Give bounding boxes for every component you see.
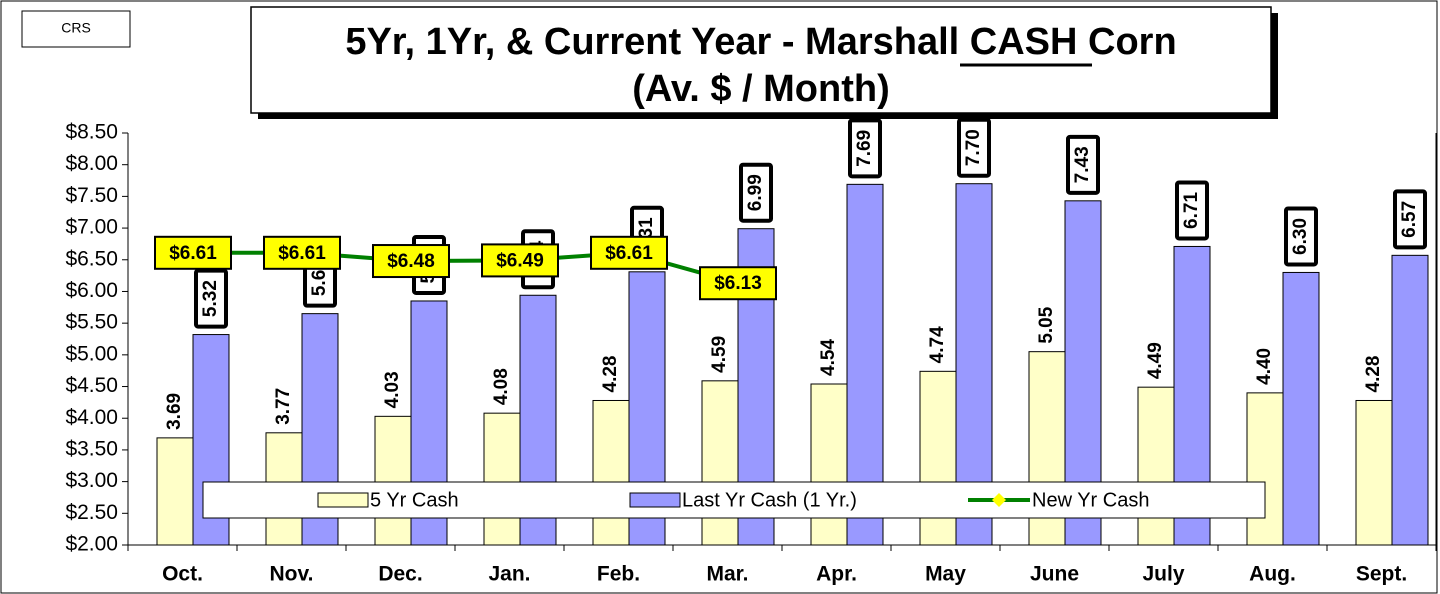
value-label: 4.28 (1363, 355, 1384, 392)
legend-box (202, 481, 1266, 519)
value-label-box (699, 266, 777, 301)
y-tick-label: $4.00 (65, 406, 118, 429)
x-tick-label: June (1030, 563, 1079, 586)
value-label-box (263, 235, 341, 270)
value-label: $6.61 (169, 243, 217, 264)
value-label: 4.08 (491, 368, 512, 405)
bar (810, 383, 848, 546)
x-tick-label: Oct. (162, 563, 203, 586)
legend-marker (992, 493, 1006, 507)
y-tick-label: $2.00 (65, 533, 118, 556)
y-tick-label: $6.00 (65, 279, 118, 302)
value-label: 4.40 (1254, 348, 1275, 385)
badge-box (21, 10, 131, 48)
legend-label: 5 Yr Cash (370, 489, 459, 511)
bar (483, 412, 521, 546)
value-label: 4.03 (382, 371, 403, 408)
bar (1282, 271, 1320, 546)
x-tick-label: May (925, 563, 966, 586)
bar (374, 415, 412, 546)
value-label-box (848, 118, 882, 179)
bar (1355, 399, 1393, 546)
y-tick-label: $8.50 (65, 121, 118, 144)
value-label-box (590, 235, 668, 270)
x-tick-label: Sept. (1356, 563, 1407, 586)
value-label-box (1284, 206, 1318, 267)
bar (592, 399, 630, 546)
value-label: 7.70 (963, 129, 984, 166)
x-tick-label: Aug. (1249, 563, 1296, 586)
value-label-box (194, 268, 228, 329)
bar (1246, 392, 1284, 546)
value-label: $6.48 (387, 251, 435, 272)
x-tick-label: Apr. (816, 563, 857, 586)
value-label: 4.49 (1145, 342, 1166, 379)
bar (1391, 254, 1429, 546)
bar (919, 370, 957, 546)
chart-title: 5Yr, 1Yr, & Current Year - Marshall CASH… (345, 21, 1176, 63)
x-tick-label: Mar. (706, 563, 748, 586)
value-label: 3.77 (273, 388, 294, 425)
value-label: 3.69 (164, 393, 185, 430)
x-tick-label: Dec. (378, 563, 422, 586)
value-label: 4.28 (600, 355, 621, 392)
legend-swatch (629, 492, 681, 508)
value-label: 5.32 (200, 280, 221, 317)
y-tick-label: $7.00 (65, 216, 118, 239)
value-label: 5.05 (1036, 306, 1057, 343)
bar (156, 437, 194, 546)
value-label: 4.54 (818, 339, 839, 376)
value-label-box (372, 244, 450, 279)
y-tick-label: $6.50 (65, 247, 118, 270)
value-label: $6.61 (605, 243, 653, 264)
y-tick-label: $8.00 (65, 152, 118, 175)
value-label-box (154, 235, 232, 270)
value-label-box (957, 117, 991, 178)
bar (1137, 386, 1175, 546)
legend-label: New Yr Cash (1032, 489, 1149, 511)
legend-label: Last Yr Cash (1 Yr.) (682, 489, 857, 511)
value-label: 6.71 (1181, 192, 1202, 229)
value-label-box (1066, 134, 1100, 195)
y-tick-label: $2.50 (65, 501, 118, 524)
value-label: $6.61 (278, 243, 326, 264)
y-tick-label: $3.50 (65, 437, 118, 460)
y-tick-label: $7.50 (65, 184, 118, 207)
x-tick-label: July (1142, 563, 1184, 586)
value-label: $6.49 (496, 250, 544, 271)
badge: CRS (61, 20, 91, 36)
y-tick-label: $5.00 (65, 342, 118, 365)
legend-swatch (317, 492, 369, 508)
value-label-box (481, 243, 559, 278)
value-label: 4.59 (709, 336, 730, 373)
value-label: 4.74 (927, 326, 948, 363)
value-label: 6.99 (745, 174, 766, 211)
title-box (250, 6, 1272, 114)
x-tick-label: Jan. (488, 563, 530, 586)
value-label: $6.13 (714, 273, 762, 294)
value-label-box (1175, 180, 1209, 241)
value-label-box (739, 162, 773, 223)
y-tick-label: $4.50 (65, 374, 118, 397)
value-label: 6.30 (1290, 218, 1311, 255)
y-tick-label: $3.00 (65, 469, 118, 492)
value-label-box (1393, 189, 1427, 250)
value-label: 7.69 (854, 130, 875, 167)
x-tick-label: Nov. (270, 563, 314, 586)
bar (701, 380, 739, 546)
x-tick-label: Feb. (597, 563, 640, 586)
chart-subtitle: (Av. $ / Month) (632, 68, 890, 110)
y-tick-label: $5.50 (65, 311, 118, 334)
value-label: 7.43 (1072, 146, 1093, 183)
value-label: 6.57 (1399, 201, 1420, 238)
